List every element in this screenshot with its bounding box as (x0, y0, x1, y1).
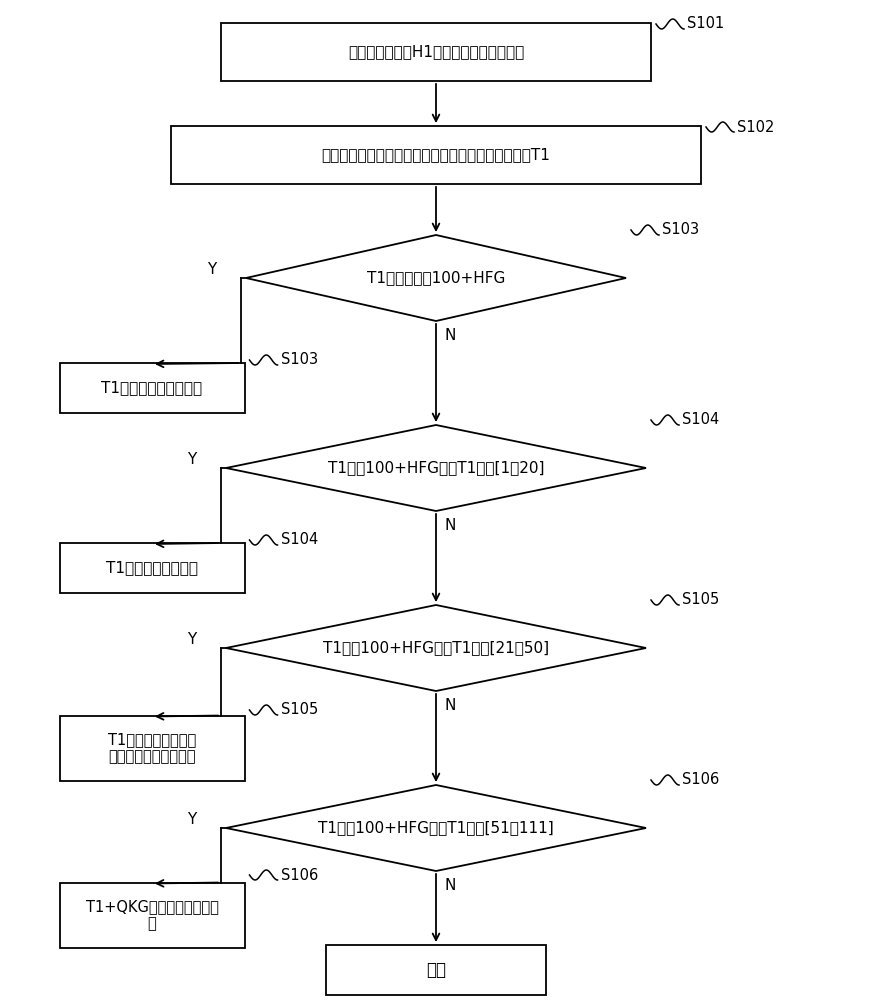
Text: S103: S103 (662, 223, 699, 237)
Text: T1小于100+HFG，且T1属于[1，20]: T1小于100+HFG，且T1属于[1，20] (328, 460, 544, 476)
Text: N: N (444, 518, 455, 533)
Bar (59, 543, 244, 593)
Text: Y: Y (187, 812, 196, 828)
Bar (326, 945, 546, 995)
Text: N: N (444, 328, 455, 343)
Text: N: N (444, 698, 455, 713)
Text: S106: S106 (682, 772, 719, 788)
Text: S104: S104 (281, 532, 317, 548)
Bar (59, 363, 244, 413)
Text: S105: S105 (682, 592, 719, 607)
Bar (171, 126, 701, 184)
Text: S106: S106 (281, 867, 317, 882)
Text: S102: S102 (737, 119, 774, 134)
Text: S105: S105 (281, 702, 317, 718)
Bar (221, 23, 651, 81)
Bar (59, 882, 244, 948)
Text: 所述砌块的竖向布局条件为无横梁，则获取调节高度T1: 所述砌块的竖向布局条件为无横梁，则获取调节高度T1 (322, 147, 550, 162)
Text: T1小于100+HFG，且T1属于[21，50]: T1小于100+HFG，且T1属于[21，50] (323, 641, 549, 656)
Text: Y: Y (187, 452, 196, 468)
Bar (59, 716, 244, 780)
Polygon shape (226, 605, 646, 691)
Text: 获取墙体的高度H1和砌块的竖向布局条件: 获取墙体的高度H1和砌块的竖向布局条件 (348, 44, 524, 60)
Text: Y: Y (207, 262, 216, 277)
Text: T1为一排切割砖的高度: T1为一排切割砖的高度 (101, 380, 202, 395)
Text: T1为嵌缝调整的高度: T1为嵌缝调整的高度 (106, 560, 198, 576)
Text: S103: S103 (281, 353, 317, 367)
Text: N: N (444, 878, 455, 893)
Polygon shape (226, 425, 646, 511)
Text: T1小于100+HFG，且T1属于[51，111]: T1小于100+HFG，且T1属于[51，111] (318, 820, 554, 836)
Polygon shape (246, 235, 626, 321)
Text: T1+QKG为两排切割砖的高
度: T1+QKG为两排切割砖的高 度 (85, 899, 219, 931)
Text: S101: S101 (687, 16, 725, 31)
Text: T1为嵌缝调整的高度
和导墙调整的高度之和: T1为嵌缝调整的高度 和导墙调整的高度之和 (108, 732, 196, 764)
Text: S104: S104 (682, 412, 719, 428)
Polygon shape (226, 785, 646, 871)
Text: T1大于或等于100+HFG: T1大于或等于100+HFG (367, 270, 505, 286)
Text: 结束: 结束 (426, 961, 446, 979)
Text: Y: Y (187, 633, 196, 648)
